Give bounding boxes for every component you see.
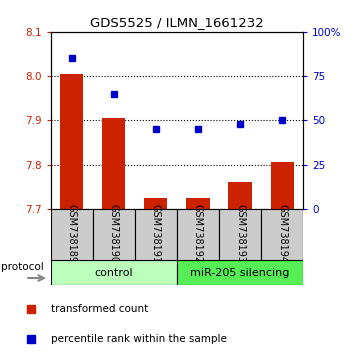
Bar [51, 260, 177, 285]
Text: protocol: protocol [1, 262, 44, 272]
Bar [271, 162, 294, 209]
Bar [93, 209, 135, 260]
Bar [144, 198, 168, 209]
Bar [102, 118, 125, 209]
Bar [261, 209, 303, 260]
Bar [135, 209, 177, 260]
Text: GSM738189: GSM738189 [66, 204, 77, 263]
Text: percentile rank within the sample: percentile rank within the sample [51, 334, 227, 344]
Bar [186, 198, 209, 209]
Bar [229, 182, 252, 209]
Text: GSM738190: GSM738190 [109, 204, 119, 263]
Text: GSM738193: GSM738193 [235, 204, 245, 263]
Text: GSM738192: GSM738192 [193, 204, 203, 263]
Bar [177, 260, 303, 285]
Text: GSM738191: GSM738191 [151, 204, 161, 263]
Text: GSM738194: GSM738194 [277, 204, 287, 263]
Text: miR-205 silencing: miR-205 silencing [190, 268, 290, 278]
Bar [177, 209, 219, 260]
Text: transformed count: transformed count [51, 304, 148, 314]
Title: GDS5525 / ILMN_1661232: GDS5525 / ILMN_1661232 [90, 16, 264, 29]
Bar [219, 209, 261, 260]
Bar [51, 209, 93, 260]
Bar [60, 74, 83, 209]
Text: control: control [95, 268, 133, 278]
